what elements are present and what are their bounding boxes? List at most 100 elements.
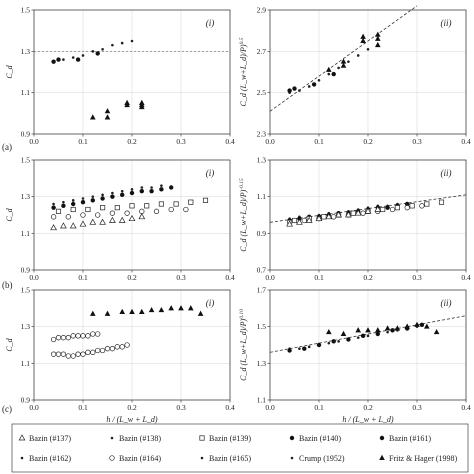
data-point bbox=[101, 47, 104, 51]
data-series bbox=[50, 213, 146, 231]
data-point bbox=[286, 220, 293, 227]
data-point bbox=[75, 351, 81, 357]
data-point bbox=[158, 306, 165, 313]
data-point bbox=[139, 188, 144, 194]
data-point bbox=[356, 336, 360, 339]
data-point bbox=[419, 322, 425, 328]
data-point bbox=[109, 216, 116, 223]
data-point bbox=[307, 345, 311, 349]
chart-panel-a-ii: 0.0 0.1 0.2 0.3 0.4 2.3 2.5 2.7 2.9 (ii) C_d (L_w+… bbox=[239, 6, 471, 147]
data-point bbox=[71, 199, 75, 202]
data-point bbox=[168, 305, 174, 311]
x-tick-label: 0.2 bbox=[127, 403, 137, 412]
data-point bbox=[366, 47, 370, 51]
data-point bbox=[109, 210, 116, 216]
data-point bbox=[104, 310, 111, 316]
legend-item: Bazin (#137) bbox=[18, 434, 71, 443]
row-label-c: (c) bbox=[2, 404, 12, 414]
y-tick-label: 1.3 bbox=[21, 322, 31, 331]
data-point bbox=[144, 203, 150, 209]
legend-item: Bazin (#161) bbox=[379, 434, 431, 443]
data-series bbox=[52, 184, 163, 206]
data-point bbox=[169, 185, 174, 190]
x-tick-label: 0.1 bbox=[314, 403, 324, 412]
data-point bbox=[296, 218, 303, 225]
legend-label: Bazin (#164) bbox=[119, 454, 161, 463]
data-point bbox=[331, 339, 336, 344]
y-tick-label: 1.5 bbox=[21, 6, 31, 15]
data-point bbox=[65, 353, 71, 359]
data-point bbox=[90, 310, 96, 316]
panel-roman-label: (ii) bbox=[441, 298, 452, 308]
legend-label: Bazin (#138) bbox=[119, 434, 161, 443]
data-point bbox=[316, 342, 322, 348]
fit-line bbox=[269, 194, 467, 223]
y-axis-label-exponent: 0.5 bbox=[239, 37, 245, 44]
y-tick-label: 1.1 bbox=[21, 88, 31, 97]
legend-marker bbox=[379, 435, 385, 441]
data-point bbox=[50, 214, 57, 220]
legend-label: Crump (1952) bbox=[299, 454, 345, 463]
data-point bbox=[104, 108, 111, 114]
data-point bbox=[347, 60, 350, 63]
data-point bbox=[414, 321, 420, 327]
legend-label: Bazin (#140) bbox=[299, 434, 341, 443]
x-tick-label: 0.1 bbox=[78, 273, 88, 282]
data-point bbox=[292, 86, 297, 91]
legend-marker bbox=[20, 456, 24, 460]
data-point bbox=[178, 305, 184, 311]
data-point bbox=[202, 197, 209, 203]
data-point bbox=[62, 200, 65, 204]
y-tick-label: 1.5 bbox=[257, 322, 267, 331]
fit-line bbox=[269, 315, 467, 353]
data-point bbox=[51, 205, 56, 210]
data-point bbox=[120, 192, 125, 198]
data-point bbox=[150, 186, 153, 189]
data-point bbox=[355, 327, 361, 333]
data-point bbox=[321, 214, 327, 220]
data-point bbox=[55, 351, 62, 357]
y-tick-label: 1.3 bbox=[21, 47, 31, 56]
legend-marker bbox=[109, 455, 115, 461]
data-point bbox=[160, 184, 163, 187]
data-point bbox=[119, 308, 125, 314]
x-tick-label: 0.0 bbox=[29, 403, 39, 412]
x-tick-label: 0.3 bbox=[176, 273, 186, 282]
data-point bbox=[354, 209, 362, 216]
legend-label: Fritz & Hager (1998) bbox=[389, 454, 458, 463]
data-point bbox=[375, 331, 380, 337]
y-tick-label: 0.9 bbox=[257, 229, 267, 238]
data-point bbox=[138, 213, 146, 220]
data-point bbox=[375, 327, 381, 333]
y-tick-label: 1.3 bbox=[21, 192, 31, 201]
x-tick-label: 0.4 bbox=[461, 137, 471, 146]
data-point bbox=[375, 41, 381, 48]
data-point bbox=[114, 205, 120, 211]
data-point bbox=[128, 214, 136, 222]
y-axis-label: C_d bbox=[5, 337, 14, 351]
data-point bbox=[424, 201, 430, 207]
data-point bbox=[85, 206, 91, 213]
data-series bbox=[50, 342, 130, 359]
data-point bbox=[139, 208, 145, 214]
data-point bbox=[75, 57, 81, 62]
x-tick-label: 0.2 bbox=[127, 137, 137, 146]
data-point bbox=[375, 31, 381, 37]
data-point bbox=[424, 323, 430, 329]
data-point bbox=[305, 216, 313, 223]
y-tick-label: 0.9 bbox=[21, 396, 31, 405]
legend-marker bbox=[379, 454, 385, 460]
data-point bbox=[120, 189, 124, 193]
data-point bbox=[56, 57, 61, 62]
y-tick-label: 0.9 bbox=[21, 130, 31, 139]
data-point bbox=[360, 333, 366, 339]
legend-item: Fritz & Hager (1998) bbox=[379, 454, 458, 463]
data-point bbox=[140, 186, 144, 189]
chart-panel-b-ii: 0.0 0.1 0.2 0.3 0.4 0.7 0.9 1.1 1.3 (ii) C_d (L_w+… bbox=[239, 156, 471, 283]
x-tick-label: 0.3 bbox=[412, 137, 422, 146]
data-point bbox=[104, 346, 111, 352]
data-point bbox=[419, 203, 425, 209]
data-point bbox=[101, 193, 104, 197]
data-point bbox=[302, 346, 307, 351]
